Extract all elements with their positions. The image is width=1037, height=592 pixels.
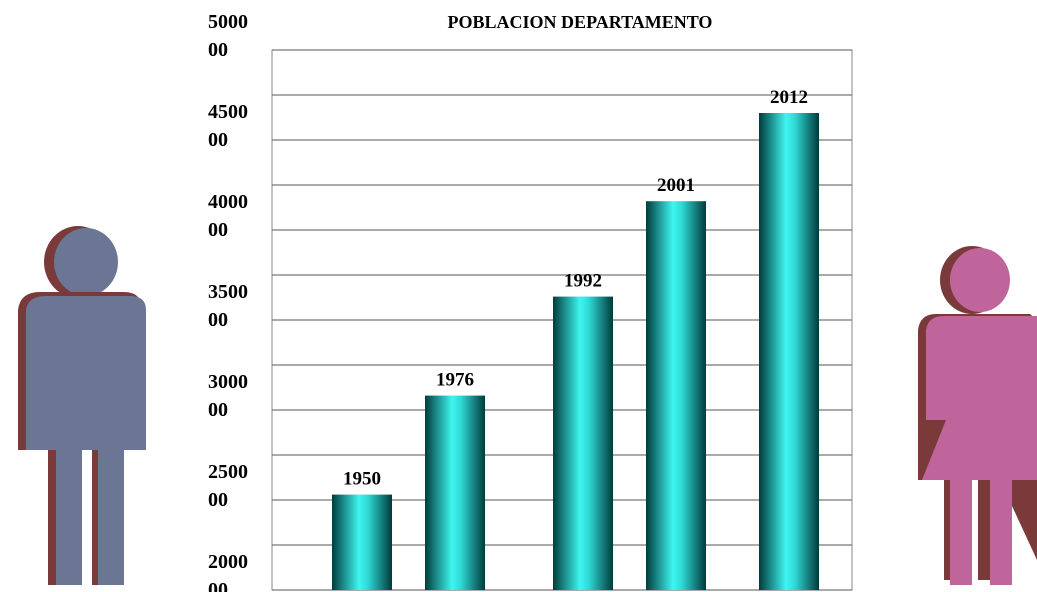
bar <box>759 113 819 590</box>
y-tick-label: 2000 00 <box>208 551 248 592</box>
y-tick-label: 4000 00 <box>208 191 248 241</box>
bar-category-label: 1950 <box>343 469 381 490</box>
bar-category-label: 1992 <box>564 271 602 292</box>
bar <box>332 494 392 590</box>
bar <box>553 296 613 590</box>
y-tick-label: 3000 00 <box>208 371 248 421</box>
y-tick-label: 2500 00 <box>208 461 248 511</box>
y-tick-label: 5000 00 <box>208 11 248 61</box>
woman-figure <box>918 246 1037 585</box>
bar <box>646 201 706 590</box>
chart-title: POBLACION DEPARTAMENTO <box>448 12 713 32</box>
y-tick-label: 3500 00 <box>208 281 248 331</box>
bar <box>425 395 485 590</box>
bar-category-label: 2001 <box>657 175 695 196</box>
man-figure <box>18 226 146 585</box>
bar-category-label: 2012 <box>770 87 808 108</box>
bar-category-label: 1976 <box>436 370 474 391</box>
y-tick-label: 4500 00 <box>208 101 248 151</box>
